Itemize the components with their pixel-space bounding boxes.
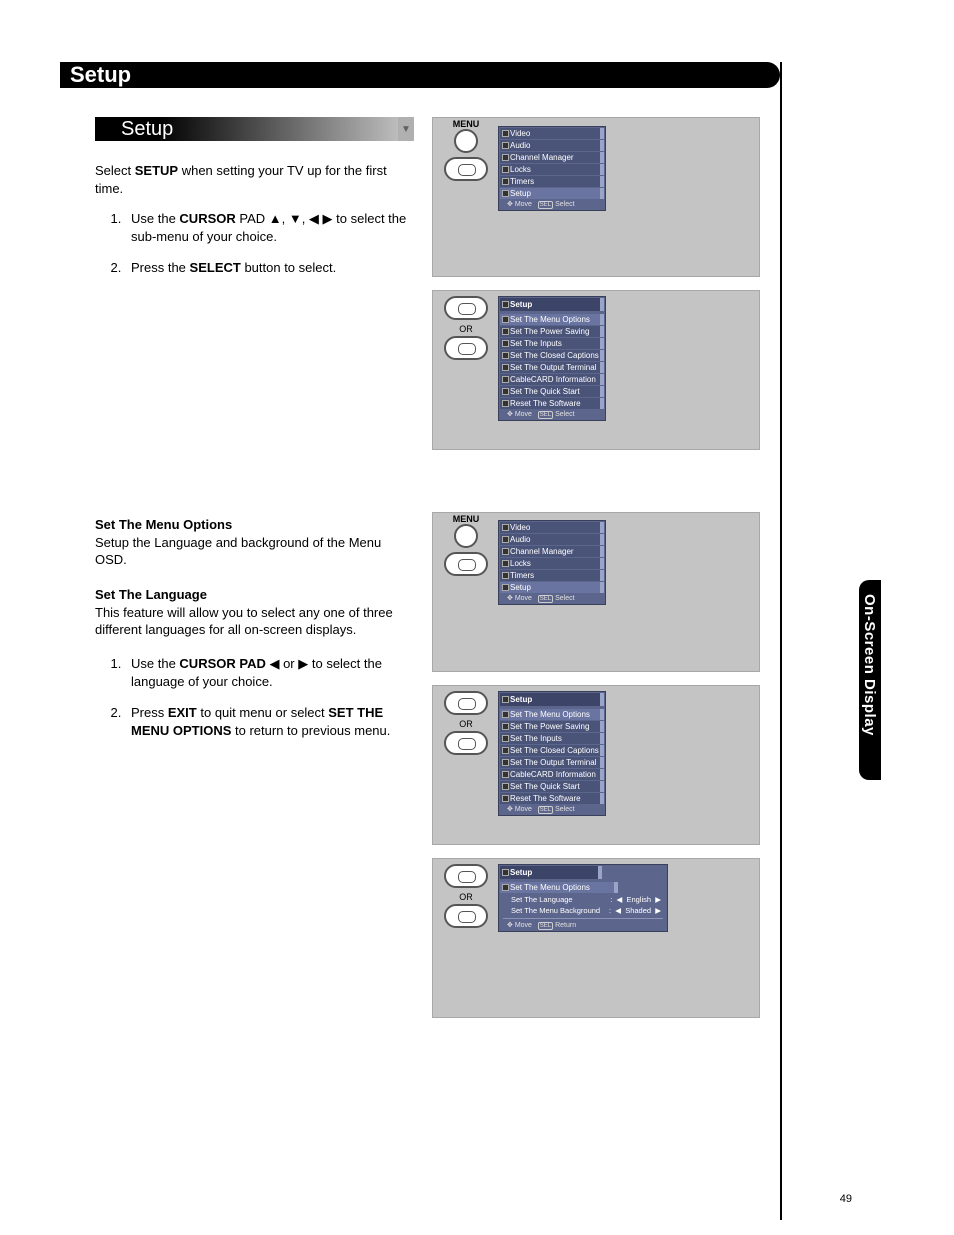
osd-footer: ✥ Move SEL Select	[499, 410, 605, 420]
osd-row: Set The Inputs	[500, 338, 604, 349]
osd-row: Video	[500, 128, 604, 139]
or-label: OR	[438, 324, 494, 334]
sub-header-title: Setup	[121, 118, 173, 140]
fig3-remote: MENU	[438, 514, 494, 580]
section2-steps: Use the CURSOR PAD ◀ or ▶ to select the …	[95, 655, 415, 753]
fig1-remote: MENU	[438, 119, 494, 185]
section2-step2: Press EXIT to quit menu or select SET TH…	[125, 704, 415, 739]
fig5-osd: Setup Set The Menu Options Set The Langu…	[498, 864, 668, 932]
osd-row: Set The Output Terminal	[500, 757, 604, 768]
fig4-remote: OR	[438, 691, 494, 759]
osd-row: Set The Power Saving	[500, 326, 604, 337]
section1-step2: Press the SELECT button to select.	[125, 259, 415, 277]
osd-row: Set The Menu Options	[500, 314, 604, 325]
osd-row: Set The Quick Start Option	[500, 386, 604, 397]
menu-button-icon	[454, 129, 478, 153]
fig1-osd: Video Audio Channel Manager Locks Timers…	[498, 126, 606, 211]
osd-footer: ✥ Move SEL Select	[499, 805, 605, 815]
osd-footer: ✥ Move SEL Return	[499, 921, 667, 931]
dpad-icon	[444, 731, 488, 755]
side-tab-label: On-Screen Display	[861, 594, 878, 736]
osd-row: Set The Power Saving	[500, 721, 604, 732]
or-label: OR	[438, 892, 494, 902]
fig4-osd: Setup Set The Menu Options Set The Power…	[498, 691, 606, 816]
osd-footer: ✥ Move SEL Select	[499, 200, 605, 210]
osd-row: Locks	[500, 164, 604, 175]
osd-row: Channel Manager	[500, 546, 604, 557]
fig2-remote: OR	[438, 296, 494, 364]
osd-row: CableCARD Information	[500, 769, 604, 780]
menu-label: MENU	[438, 119, 494, 129]
section1-steps: Use the CURSOR PAD ▲, ▼, ◀ ▶ to select t…	[95, 210, 415, 291]
dpad-icon	[444, 336, 488, 360]
osd-row: Reset The Software	[500, 398, 604, 409]
vertical-rule	[780, 62, 782, 1220]
osd-footer: ✥ Move SEL Select	[499, 594, 605, 604]
section1-step1: Use the CURSOR PAD ▲, ▼, ◀ ▶ to select t…	[125, 210, 415, 245]
set-language-text: This feature will allow you to select an…	[95, 605, 393, 638]
menu-button-icon	[454, 524, 478, 548]
osd-row-selected: Setup	[500, 582, 604, 593]
osd-row: Channel Manager	[500, 152, 604, 163]
chapter-title-bar: Setup	[60, 62, 780, 88]
osd-row: Set The Quick Start Option	[500, 781, 604, 792]
osd-row: Set The Menu Options	[500, 882, 618, 893]
section1-intro: Select SETUP when setting your TV up for…	[95, 162, 415, 197]
osd-row: Set The Closed Captions	[500, 350, 604, 361]
osd-row: Set The Output Terminal	[500, 362, 604, 373]
fig3-osd: Video Audio Channel Manager Locks Timers…	[498, 520, 606, 605]
dpad-icon	[444, 296, 488, 320]
section2-step1: Use the CURSOR PAD ◀ or ▶ to select the …	[125, 655, 415, 690]
osd-row: Reset The Software	[500, 793, 604, 804]
fig2-osd: Setup Set The Menu Options Set The Power…	[498, 296, 606, 421]
dpad-icon	[444, 157, 488, 181]
side-tab: On-Screen Display	[859, 580, 881, 780]
sub-header-bar: Setup	[95, 117, 413, 141]
osd-option-row: Set The Menu Background : ◀ Shaded ▶	[499, 905, 667, 916]
osd-header: Setup	[500, 693, 604, 706]
section2-block: Set The Menu Options Setup the Language …	[95, 516, 415, 639]
osd-row: CableCARD Information	[500, 374, 604, 385]
divider	[503, 918, 663, 919]
osd-row: Set The Inputs	[500, 733, 604, 744]
osd-row-selected: Setup	[500, 188, 604, 199]
osd-row: Set The Closed Captions	[500, 745, 604, 756]
dpad-icon	[444, 552, 488, 576]
osd-header: Setup	[500, 866, 602, 879]
dropdown-arrow-icon: ▼	[398, 117, 414, 141]
set-language-heading: Set The Language	[95, 587, 207, 602]
fig5-remote: OR	[438, 864, 494, 932]
dpad-icon	[444, 904, 488, 928]
osd-header: Setup	[500, 298, 604, 311]
osd-row: Set The Menu Options	[500, 709, 604, 720]
osd-row: Locks	[500, 558, 604, 569]
osd-option-row: Set The Language : ◀ English ▶	[499, 894, 667, 905]
page-number: 49	[840, 1193, 852, 1205]
set-menu-options-heading: Set The Menu Options	[95, 517, 232, 532]
osd-row: Audio	[500, 140, 604, 151]
dpad-icon	[444, 691, 488, 715]
dpad-icon	[444, 864, 488, 888]
menu-label: MENU	[438, 514, 494, 524]
osd-row: Video	[500, 522, 604, 533]
osd-row: Timers	[500, 176, 604, 187]
osd-row: Audio	[500, 534, 604, 545]
set-menu-options-text: Setup the Language and background of the…	[95, 535, 381, 568]
chapter-title: Setup	[70, 62, 131, 87]
osd-row: Timers	[500, 570, 604, 581]
or-label: OR	[438, 719, 494, 729]
